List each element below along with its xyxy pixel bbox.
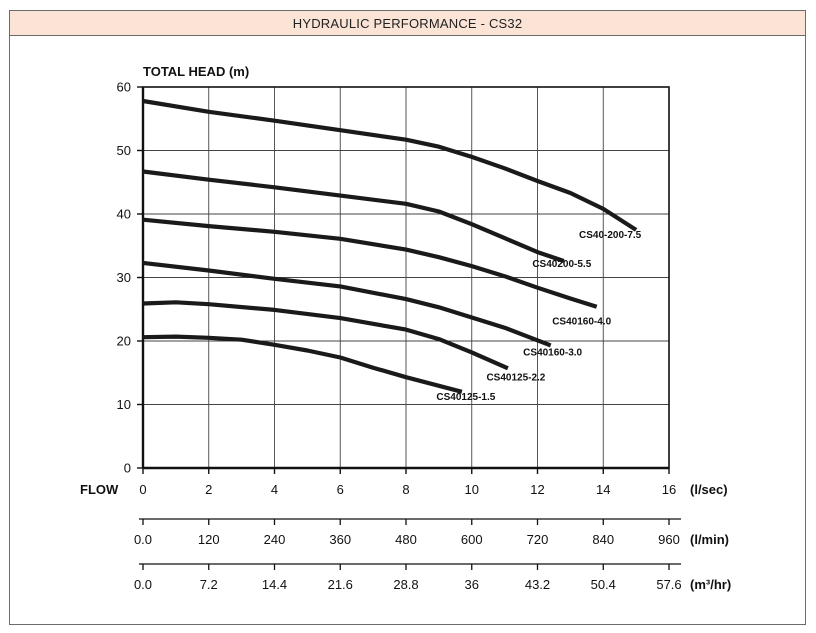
secondary-axis-tick-label: 57.6 <box>656 577 681 592</box>
series-label: CS40125-2.2 <box>486 372 545 383</box>
x-tick-label: 4 <box>271 482 278 497</box>
y-tick-label: 0 <box>124 461 131 476</box>
secondary-axis-tick-label: 36 <box>465 577 479 592</box>
x-tick-label: 10 <box>465 482 479 497</box>
secondary-axis-tick-label: 50.4 <box>591 577 616 592</box>
secondary-axis-tick-label: 120 <box>198 532 220 547</box>
y-tick-label: 30 <box>117 270 131 285</box>
x-tick-label: 14 <box>596 482 610 497</box>
secondary-axis-unit: (l/min) <box>690 532 729 547</box>
series-line <box>142 217 598 309</box>
x-tick-label: 8 <box>402 482 409 497</box>
secondary-axis-tick-label: 840 <box>592 532 614 547</box>
secondary-axis-tick-label: 43.2 <box>525 577 550 592</box>
series-label: CS40160-3.0 <box>523 347 582 358</box>
x-tick-label: 0 <box>139 482 146 497</box>
y-tick-label: 40 <box>117 207 131 222</box>
secondary-axis-tick-label: 720 <box>527 532 549 547</box>
x-tick-label: 16 <box>662 482 676 497</box>
secondary-axis-tick-label: 240 <box>264 532 286 547</box>
series-line <box>142 300 509 371</box>
series-label: CS40-200-7.5 <box>579 230 642 241</box>
secondary-axis-unit: (m³/hr) <box>690 577 731 592</box>
secondary-axis-tick-label: 360 <box>329 532 351 547</box>
chart-frame: HYDRAULIC PERFORMANCE - CS32 <box>9 10 806 625</box>
series-label: CS40125-1.5 <box>436 392 495 403</box>
series-label: CS40200-5.5 <box>532 259 591 270</box>
chart-header-title: HYDRAULIC PERFORMANCE - CS32 <box>10 11 805 36</box>
x-tick-label: 12 <box>530 482 544 497</box>
x-axis-title: FLOW <box>80 482 119 497</box>
series-line <box>142 334 463 394</box>
series-line <box>142 98 638 232</box>
x-tick-label: 6 <box>337 482 344 497</box>
y-tick-label: 20 <box>117 334 131 349</box>
secondary-axis-tick-label: 480 <box>395 532 417 547</box>
secondary-axis-tick-label: 28.8 <box>393 577 418 592</box>
y-axis-title: TOTAL HEAD (m) <box>143 64 249 79</box>
y-tick-label: 50 <box>117 143 131 158</box>
y-tick-label: 60 <box>117 80 131 95</box>
y-tick-label: 10 <box>117 397 131 412</box>
secondary-axis-tick-label: 960 <box>658 532 680 547</box>
secondary-axis-tick-label: 600 <box>461 532 483 547</box>
secondary-axis-tick-label: 21.6 <box>328 577 353 592</box>
x-tick-label: 2 <box>205 482 212 497</box>
x-axis-unit: (l/sec) <box>690 482 728 497</box>
secondary-axis-tick-label: 0.0 <box>134 577 152 592</box>
secondary-axis-tick-label: 7.2 <box>200 577 218 592</box>
series-line <box>142 260 552 348</box>
secondary-axis-tick-label: 14.4 <box>262 577 287 592</box>
secondary-axis-tick-label: 0.0 <box>134 532 152 547</box>
series-label: CS40160-4.0 <box>552 317 611 328</box>
series-line <box>142 169 565 263</box>
